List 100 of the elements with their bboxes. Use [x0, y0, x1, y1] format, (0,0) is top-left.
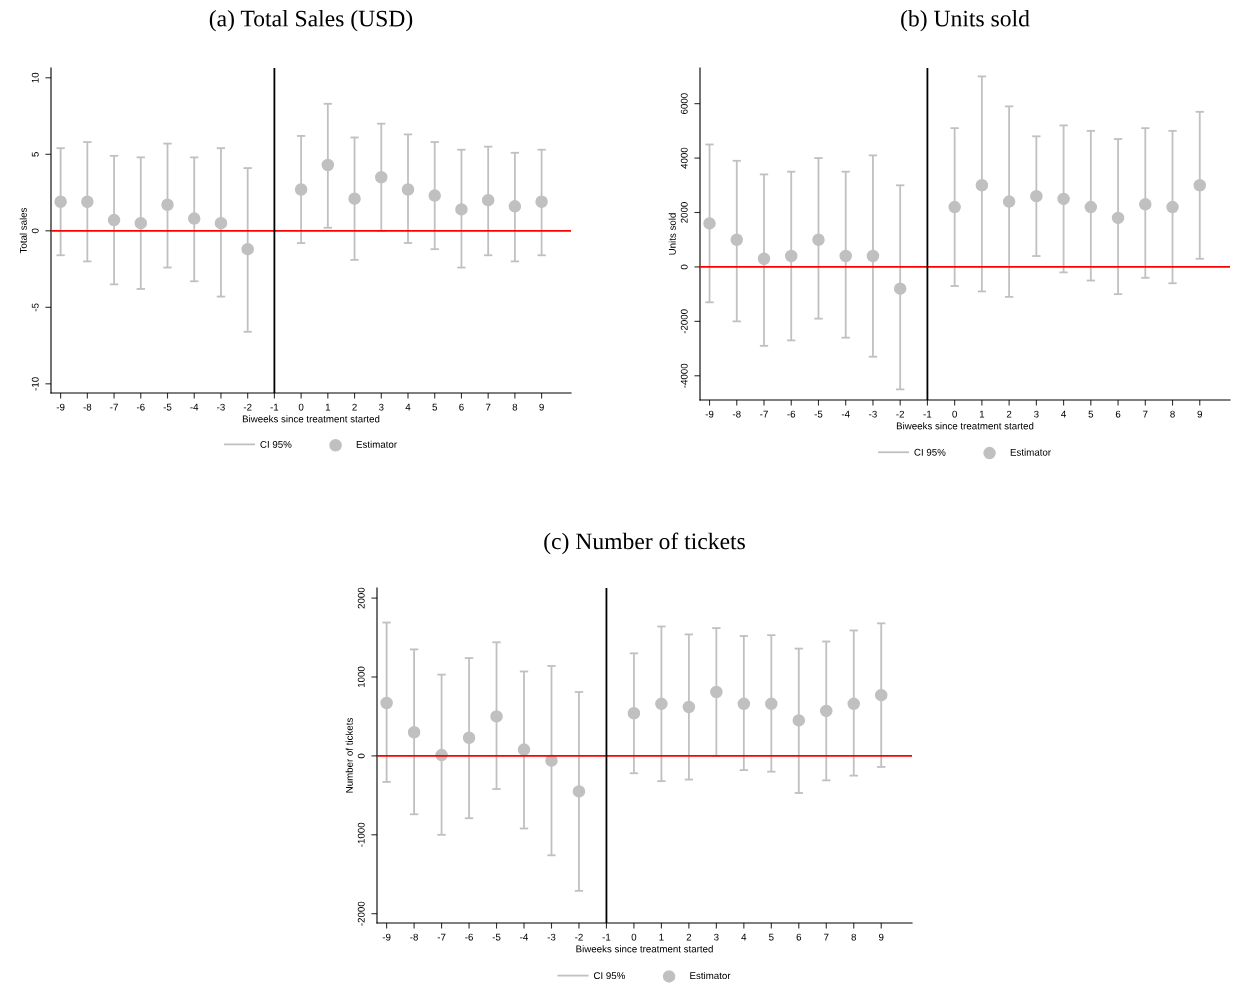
x-tick-label: 6 [459, 403, 464, 411]
point [241, 242, 254, 256]
x-tick-label: 6 [1115, 410, 1121, 418]
point [627, 707, 641, 720]
point [737, 697, 751, 711]
y-tick-label: -2000 [357, 901, 365, 926]
x-tick-label: 2 [1006, 410, 1012, 418]
point [348, 192, 361, 205]
point [214, 216, 228, 230]
text: CI 95% [260, 441, 292, 448]
x-tick-label: -6 [787, 410, 796, 418]
x-tick-label: -6 [465, 933, 473, 941]
point [161, 198, 174, 212]
x-tick-label: -3 [547, 933, 556, 941]
point [134, 216, 148, 230]
point [508, 200, 522, 213]
x-axis-title: Biweeks since treatment started [576, 945, 713, 953]
y-tick-label: 0 [680, 264, 688, 270]
x-tick-label: -6 [136, 403, 145, 411]
x-tick-label: -3 [869, 410, 877, 418]
x-tick-label: 2 [686, 933, 692, 941]
chart-title: (c) Number of tickets [544, 532, 745, 555]
point [462, 731, 476, 744]
x-tick-label: -5 [814, 410, 823, 418]
y-tick-label: -10 [31, 377, 39, 391]
point [812, 233, 825, 246]
y-tick-label: -2000 [680, 309, 688, 334]
x-tick-label: -7 [437, 933, 446, 941]
x-tick-label: 7 [824, 933, 829, 941]
x-tick-label: -2 [896, 410, 905, 418]
x-tick-label: 7 [485, 403, 491, 411]
x-tick-label: 6 [796, 933, 802, 941]
point [401, 183, 415, 196]
x-tick-label: -2 [243, 403, 252, 411]
point [765, 697, 778, 711]
legend-label: Estimator [690, 971, 731, 980]
x-tick-label: 5 [1088, 410, 1094, 418]
point [375, 171, 388, 184]
y-tick-label: 0 [357, 753, 365, 759]
point [1002, 195, 1016, 208]
text: CI 95% [593, 972, 625, 980]
point [1139, 198, 1152, 211]
point [710, 685, 723, 699]
y-tick-label: 4000 [680, 147, 688, 169]
point [1193, 179, 1207, 192]
y-tick-label: -5 [31, 303, 39, 312]
x-tick-label: -7 [110, 403, 118, 411]
x-tick-label: 3 [1034, 410, 1039, 418]
x-tick-label: -4 [841, 410, 850, 418]
point [1084, 200, 1098, 214]
x-tick-label: 0 [298, 403, 304, 411]
point [321, 158, 335, 172]
y-tick-label: -1000 [357, 822, 365, 847]
point [948, 200, 961, 214]
x-tick-label: -8 [410, 933, 418, 941]
x-tick-label: 2 [352, 403, 357, 411]
x-tick-label: 8 [512, 403, 518, 411]
point [481, 193, 495, 207]
x-tick-label: 9 [878, 933, 884, 941]
point [81, 195, 94, 208]
point [874, 688, 888, 702]
point [517, 743, 531, 756]
y-tick-label: 1000 [357, 666, 365, 688]
x-axis-title: Biweeks since treatment started [242, 415, 380, 423]
y-tick-label: 2000 [357, 587, 365, 609]
point [1166, 200, 1179, 214]
x-tick-label: 5 [769, 933, 774, 941]
x-tick-label: 4 [741, 933, 747, 941]
x-tick-label: 4 [1061, 410, 1067, 418]
x-tick-label: -1 [270, 403, 279, 411]
chart-title: (b) Units sold [901, 9, 1030, 32]
x-tick-label: -7 [760, 410, 768, 418]
x-tick-label: 8 [851, 933, 857, 941]
point [572, 785, 586, 798]
point [866, 249, 880, 263]
point [1111, 211, 1125, 225]
x-axis-title: Biweeks since treatment started [896, 422, 1034, 430]
x-tick-label: -2 [575, 933, 583, 941]
point [407, 725, 421, 739]
point [1057, 192, 1070, 206]
x-tick-label: -4 [520, 933, 529, 941]
x-tick-label: 9 [539, 403, 544, 411]
point [1030, 189, 1043, 203]
point [893, 282, 907, 295]
x-tick-label: 0 [952, 410, 957, 418]
y-tick-label: 10 [31, 72, 39, 83]
x-tick-label: 3 [378, 403, 384, 411]
point [380, 696, 393, 710]
x-tick-label: -5 [163, 403, 172, 411]
x-tick-label: -3 [217, 403, 225, 411]
point [490, 710, 503, 723]
y-axis-title: Units sold [668, 213, 676, 255]
y-tick-label: -4000 [680, 363, 688, 388]
x-tick-label: -9 [382, 933, 391, 941]
x-tick-label: 8 [1170, 410, 1175, 418]
x-tick-label: -1 [923, 410, 932, 418]
x-tick-label: -9 [705, 410, 714, 418]
legend-label: Estimator [356, 440, 397, 448]
point [784, 249, 798, 263]
point [535, 195, 548, 208]
